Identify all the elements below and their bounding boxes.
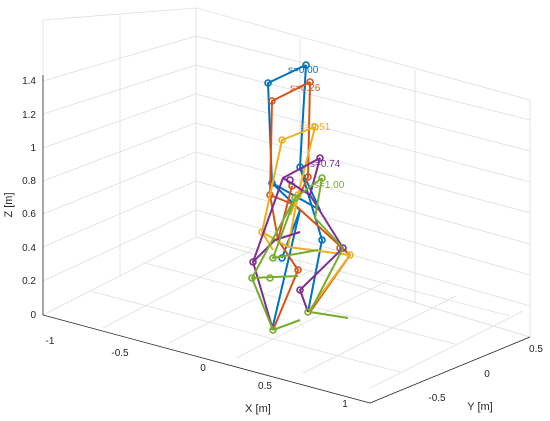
z-tick-label: 0.2 — [22, 276, 36, 287]
series-segment — [251, 275, 299, 279]
axes-lines — [42, 75, 531, 404]
joint-marker — [249, 258, 257, 266]
series-segment — [252, 231, 301, 263]
joint-marker — [268, 97, 276, 105]
x-tick-label: 0.5 — [258, 381, 272, 392]
joint-marker — [304, 173, 312, 181]
z-axis-label: Z [m] — [3, 192, 15, 217]
joint-marker — [304, 308, 312, 316]
x-axis-label: X [m] — [245, 403, 271, 415]
series-segment — [309, 177, 349, 319]
series-labels: s=0.00 s=0.26 s=0.51 s=0.74 s=1.00 — [288, 65, 345, 191]
z-tick-label: 1.4 — [22, 76, 36, 87]
joint-marker — [266, 274, 274, 282]
y-axis-label: Y [m] — [467, 401, 492, 413]
y-tick-label: 0 — [484, 369, 490, 380]
joint-marker — [318, 236, 326, 244]
series-segment — [277, 185, 293, 241]
joint-marker — [316, 154, 324, 162]
joint-marker — [346, 251, 354, 259]
x-tick-label: -0.5 — [111, 348, 129, 359]
joint-marker — [278, 136, 286, 144]
series-label: s=1.00 — [314, 180, 345, 191]
joint-marker — [269, 326, 277, 334]
x-tick-label: 0 — [200, 363, 206, 374]
series-label: s=0.26 — [290, 83, 321, 94]
series-label: s=0.00 — [288, 65, 319, 76]
series-segment — [272, 319, 301, 331]
joint-marker — [306, 78, 314, 86]
x-tick-labels: -1 -0.5 0 0.5 1 — [46, 336, 349, 410]
series-label: s=0.74 — [310, 159, 341, 170]
joint-marker — [286, 176, 294, 184]
joint-marker — [248, 274, 256, 282]
grid-box — [42, 7, 531, 389]
y-tick-label: 0.5 — [529, 344, 543, 355]
joint-marker — [269, 254, 277, 262]
joint-marker — [294, 266, 302, 274]
joint-marker — [339, 244, 347, 252]
series-3 — [249, 154, 347, 331]
z-tick-label: 0.4 — [22, 243, 36, 254]
joint-marker — [318, 174, 326, 182]
series-segment — [272, 197, 319, 259]
z-tick-label: 0 — [30, 310, 36, 321]
x-tick-label: 1 — [342, 399, 348, 410]
x-tick-label: -1 — [46, 336, 55, 347]
joint-marker — [264, 79, 272, 87]
series-segment — [299, 194, 344, 313]
joint-marker — [302, 61, 310, 69]
joint-marker — [291, 194, 299, 202]
y-tick-labels: -0.5 0 0.5 — [428, 344, 543, 404]
z-tick-label: 0.8 — [22, 176, 36, 187]
z-tick-label: 1.2 — [22, 110, 36, 121]
series-label: s=0.51 — [300, 122, 331, 133]
z-tick-label: 1 — [30, 143, 36, 154]
joint-marker — [311, 123, 319, 131]
z-tick-label: 0.6 — [22, 209, 36, 220]
joint-marker — [296, 286, 304, 294]
y-tick-label: -0.5 — [428, 393, 446, 404]
series-layer — [248, 61, 354, 334]
series-segment — [252, 157, 321, 331]
z-tick-labels: 0 0.2 0.4 0.6 0.8 1 1.2 1.4 — [22, 76, 36, 321]
joint-marker — [278, 254, 286, 262]
series-segment — [251, 177, 323, 331]
series-4 — [248, 174, 349, 334]
